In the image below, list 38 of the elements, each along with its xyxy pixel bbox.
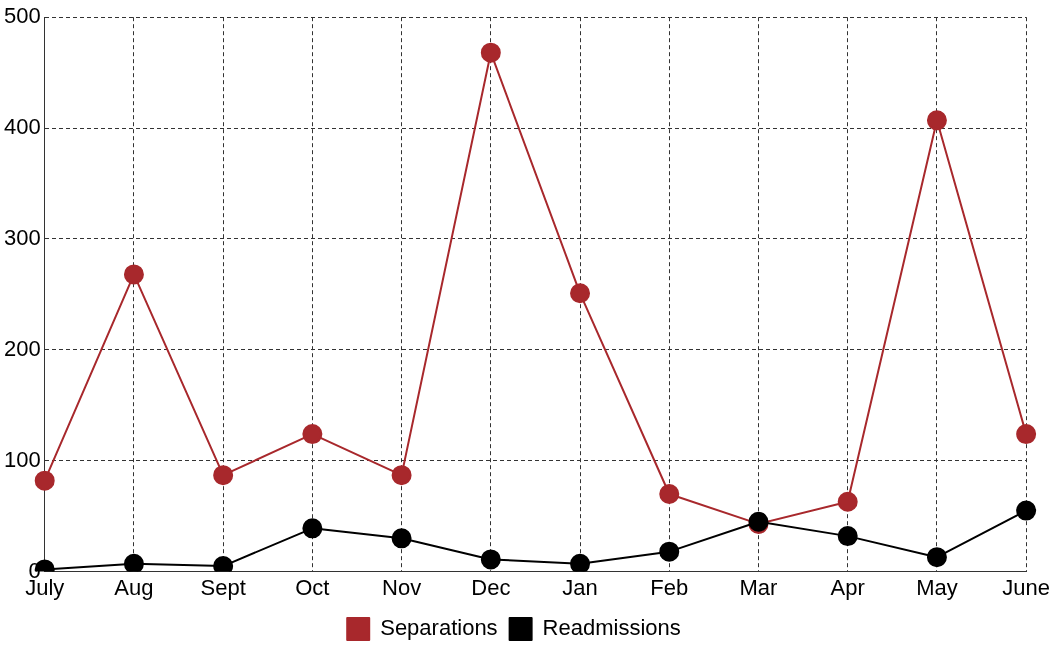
point: [659, 483, 680, 504]
x-tick-label: Sept: [200, 574, 246, 600]
x-tick-label: Apr: [830, 574, 865, 600]
point: [570, 553, 591, 572]
point: [123, 264, 144, 285]
legend-label: Readmissions: [542, 615, 681, 641]
x-tick-label: Nov: [382, 574, 422, 600]
x-tick-label: Dec: [471, 574, 511, 600]
x-tick-label: Jan: [562, 574, 598, 600]
legend-label: Separations: [380, 615, 498, 641]
x-tick-label: Oct: [295, 574, 330, 600]
point: [659, 541, 680, 562]
point: [480, 549, 501, 570]
point: [213, 465, 234, 486]
x-tick-label: Feb: [650, 574, 689, 600]
x-tick-label: Aug: [114, 574, 154, 600]
point: [1016, 424, 1037, 445]
x-tick-label: May: [916, 574, 958, 600]
point: [480, 42, 501, 63]
y-tick-label: 300: [3, 225, 41, 251]
point: [391, 465, 412, 486]
point: [926, 110, 947, 131]
x-tick-label: June: [1002, 574, 1051, 600]
point: [34, 470, 55, 491]
point: [837, 491, 858, 512]
point: [570, 283, 591, 304]
point: [837, 526, 858, 547]
y-tick-label: 500: [3, 3, 41, 29]
point: [926, 547, 947, 568]
point: [391, 528, 412, 549]
point: [302, 518, 323, 539]
y-tick-label: 400: [3, 114, 41, 140]
x-tick-label: Mar: [739, 574, 778, 600]
point: [302, 424, 323, 445]
point: [1016, 500, 1037, 521]
y-tick-label: 200: [3, 335, 41, 361]
point: [123, 553, 144, 572]
y-tick-label: 100: [3, 446, 41, 472]
